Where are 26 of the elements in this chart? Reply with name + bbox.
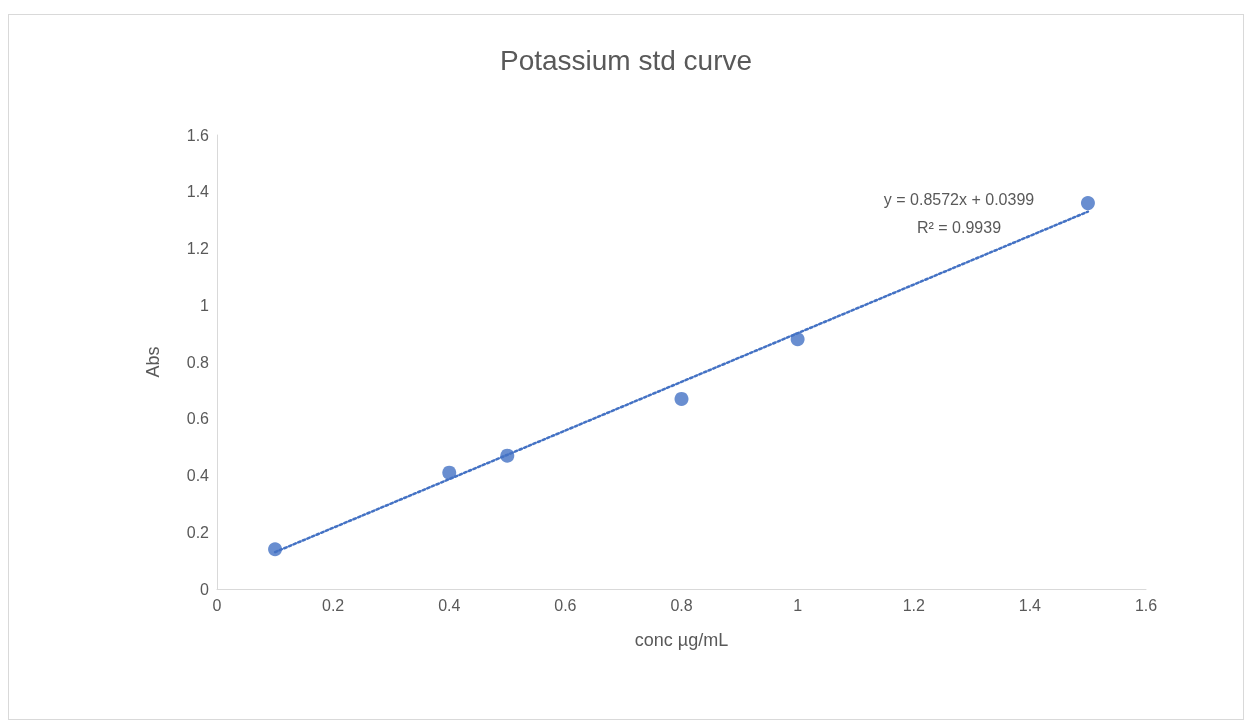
- y-tick-label: 0: [200, 580, 210, 598]
- y-tick-label: 0.4: [186, 467, 210, 484]
- x-tick-label: 0.8: [670, 596, 693, 614]
- x-tick-label: 1: [793, 596, 803, 614]
- y-tick-label: 1.6: [186, 126, 210, 144]
- y-tick-label: 1.2: [186, 240, 210, 257]
- y-axis-title: Abs: [143, 346, 163, 378]
- annotation: y = 0.8572x + 0.0399: [883, 190, 1035, 208]
- y-tick-label: 0.6: [186, 410, 210, 428]
- x-tick-label: 1.4: [1018, 596, 1042, 614]
- y-tick-label: 1.4: [186, 183, 210, 201]
- x-tick-label: 0.4: [438, 596, 461, 614]
- y-tick-label: 1: [200, 296, 210, 314]
- x-axis-title: conc µg/mL: [634, 630, 729, 650]
- x-tick-label: 1.2: [902, 596, 925, 614]
- x-tick-label: 0.6: [554, 596, 577, 614]
- point: [674, 391, 689, 406]
- x-tick-label: 1.6: [1134, 596, 1158, 614]
- chart-title: Potassium std curve: [499, 44, 753, 76]
- x-tick-label: 0.2: [322, 596, 345, 614]
- x-tick-label: 0: [212, 596, 222, 614]
- point: [1080, 196, 1095, 211]
- annotation: R² = 0.9939: [916, 218, 1002, 236]
- point: [442, 465, 457, 480]
- y-tick-label: 0.2: [186, 523, 210, 541]
- y-tick-label: 0.8: [186, 353, 210, 371]
